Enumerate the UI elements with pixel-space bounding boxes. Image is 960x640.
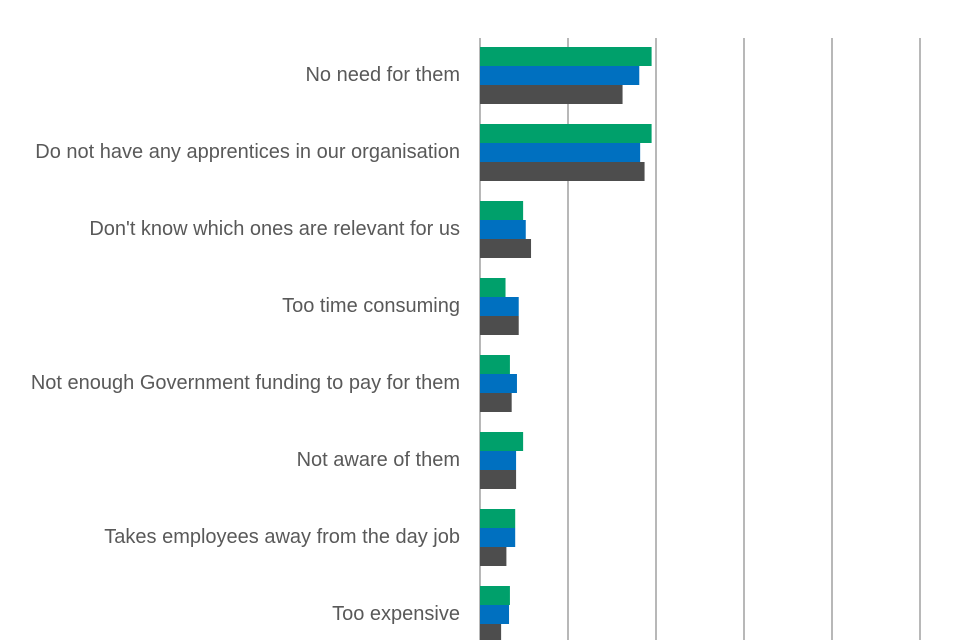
- bar-series-2-cat-2: [480, 143, 641, 162]
- category-label: Not aware of them: [297, 449, 460, 471]
- category-label: Too expensive: [332, 603, 460, 625]
- bar-series-2-cat-1: [480, 66, 640, 85]
- bar-series-1-cat-1: [480, 47, 652, 66]
- bar-series-1-cat-4: [480, 278, 506, 297]
- category-label: Too time consuming: [282, 295, 460, 317]
- bar-series-3-cat-4: [480, 316, 519, 335]
- bar-series-3-cat-1: [480, 85, 623, 104]
- bar-series-3-cat-2: [480, 162, 645, 181]
- bar-series-2-cat-4: [480, 297, 519, 316]
- bar-series-2-cat-3: [480, 220, 526, 239]
- bars: [480, 47, 652, 640]
- bar-series-3-cat-8: [480, 624, 502, 640]
- bar-series-2-cat-8: [480, 605, 510, 624]
- bar-series-2-cat-6: [480, 451, 517, 470]
- category-labels: No need for them Do not have any apprenti…: [31, 64, 460, 625]
- bar-series-1-cat-2: [480, 124, 652, 143]
- bar-series-3-cat-6: [480, 470, 517, 489]
- bar-series-2-cat-7: [480, 528, 516, 547]
- category-label: Takes employees away from the day job: [104, 526, 460, 548]
- bar-series-3-cat-5: [480, 393, 512, 412]
- bar-series-1-cat-8: [480, 586, 510, 605]
- bar-series-1-cat-3: [480, 201, 524, 220]
- bar-series-1-cat-7: [480, 509, 516, 528]
- bar-series-3-cat-3: [480, 239, 532, 258]
- category-label: Not enough Government funding to pay for…: [31, 372, 460, 394]
- bar-series-1-cat-6: [480, 432, 524, 451]
- category-label: Don't know which ones are relevant for u…: [89, 218, 460, 240]
- bar-series-1-cat-5: [480, 355, 510, 374]
- category-label: Do not have any apprentices in our organ…: [35, 141, 460, 163]
- category-label: No need for them: [305, 64, 460, 86]
- bar-series-3-cat-7: [480, 547, 507, 566]
- bar-series-2-cat-5: [480, 374, 517, 393]
